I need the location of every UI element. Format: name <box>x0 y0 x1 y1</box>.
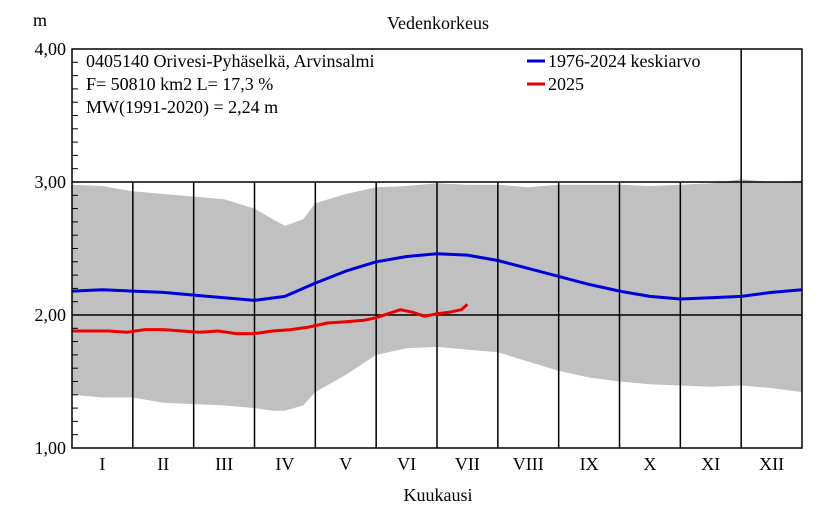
month-label: IX <box>580 454 599 474</box>
y-axis-label: m <box>33 10 47 30</box>
series-line-2025 <box>72 303 469 336</box>
month-label: X <box>643 454 656 474</box>
legend: 1976-2024 keskiarvo 2025 <box>527 51 700 94</box>
x-axis-label: Kuukausi <box>404 485 473 505</box>
month-label: VIII <box>513 454 544 474</box>
chart-title: Vedenkorkeus <box>387 13 489 33</box>
y-tick-label: 1,00 <box>35 438 67 458</box>
month-label: V <box>339 454 352 474</box>
month-label: XI <box>701 454 720 474</box>
y-tick-label: 2,00 <box>35 305 67 325</box>
month-label: III <box>215 454 233 474</box>
y-tick-label: 4,00 <box>35 39 67 59</box>
month-label: VI <box>397 454 416 474</box>
series-layer <box>71 252 803 336</box>
series-line-average <box>71 252 803 302</box>
info-line-area: F= 50810 km2 L= 17,3 % <box>86 74 273 94</box>
y-tick-label: 3,00 <box>35 172 67 192</box>
info-line-mean: MW(1991-2020) = 2,24 m <box>86 97 278 118</box>
legend-label-2025: 2025 <box>548 74 584 94</box>
axis-labels: 1,002,003,004,00I II III IV V VI VII VIII IX X XI X… <box>35 39 785 474</box>
month-label: II <box>157 454 169 474</box>
month-label: XII <box>759 454 784 474</box>
legend-label-average: 1976-2024 keskiarvo <box>548 51 700 71</box>
month-label: IV <box>275 454 294 474</box>
month-label: VII <box>455 454 480 474</box>
info-line-station: 0405140 Orivesi-Pyhäselkä, Arvinsalmi <box>86 51 374 71</box>
frame-layer <box>71 48 803 449</box>
month-label: I <box>99 454 105 474</box>
info-box: 0405140 Orivesi-Pyhäselkä, Arvinsalmi F=… <box>86 51 374 118</box>
